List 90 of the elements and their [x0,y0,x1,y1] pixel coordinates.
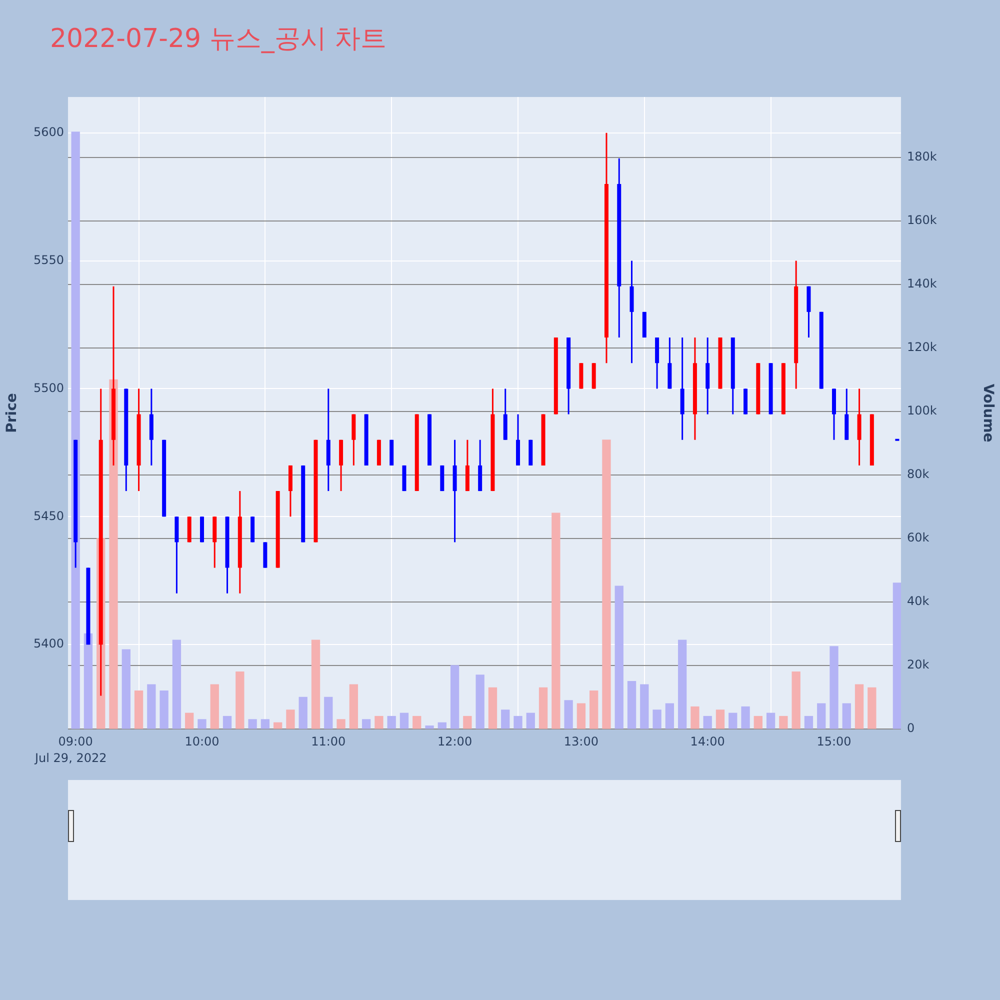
x-tick-label: 14:00 [690,734,725,748]
bar [590,690,598,729]
x-tick-label: 09:00 [58,734,93,748]
bar [754,716,762,729]
y2-tick-label: 60k [907,530,930,545]
y-tick-label: 5550 [33,252,64,267]
bar [185,712,194,729]
bar [552,512,560,729]
bar [741,706,750,729]
bar [792,672,800,729]
bar [349,684,358,729]
bar [716,710,725,729]
text: Jul 29, 2022 [34,751,107,766]
bar [766,712,776,729]
y2-tick-label: 180k [907,149,937,164]
bar [248,719,257,729]
bar [450,665,460,729]
bar [564,700,573,729]
bar [576,703,586,729]
bar [286,710,295,729]
bar [122,649,130,729]
bar [488,687,498,729]
x-tick-label: 15:00 [816,734,852,748]
bar [236,672,244,729]
bar [665,703,674,729]
bar [210,684,219,729]
bar [501,710,510,729]
bar [868,687,876,729]
bar [324,696,333,729]
bar [538,687,548,729]
y2-tick-label: 0 [907,721,915,736]
bar [602,440,611,729]
bar [514,716,522,729]
bar [463,716,472,729]
bar [336,719,346,729]
y2-tick-label: 160k [907,212,937,227]
bar [134,690,144,729]
chart-title: 2022-07-29 뉴스_공시 차트 [50,24,387,54]
bar [854,684,864,729]
bar [438,722,446,729]
y-tick-label: 5400 [33,636,64,651]
y2-tick-label: 120k [907,340,937,354]
bar [147,684,156,729]
bar [362,719,371,729]
y-tick-label: 5600 [33,124,64,139]
y2-tick-label: 80k [907,467,930,482]
bar [109,379,118,729]
bar [374,716,384,729]
bar [172,640,182,729]
bar [274,722,282,729]
bar [817,703,826,729]
bar [842,703,851,729]
bar [425,725,434,729]
bar [526,712,535,729]
bar [160,690,168,729]
bar [652,710,662,729]
bar [678,640,687,729]
bar [627,681,636,729]
y-axis-title: Price [4,393,20,433]
bar [703,716,712,729]
y2-tick-label: 140k [907,276,937,290]
bar [298,696,308,729]
bar [779,716,788,729]
bar [476,674,484,729]
y2-tick-label: 100k [907,404,937,418]
bar [84,633,93,729]
y-tick-label: 5450 [33,508,64,523]
bar [804,716,814,729]
bar [690,706,700,729]
bar [640,684,649,729]
x-tick-label: 11:00 [311,734,346,748]
y2-axis-title: Volume [980,384,996,442]
bar [198,719,206,729]
bar [892,582,901,729]
bar [614,586,624,729]
bar [830,646,838,729]
y-tick-label: 5500 [33,380,64,395]
y2-tick-label: 40k [907,594,930,608]
bar [400,712,409,729]
x-tick-label: 13:00 [564,734,598,748]
bar [71,132,80,729]
x-tick-label: 12:00 [438,734,472,748]
y2-tick-label: 20k [907,658,930,672]
x-tick-label: 10:00 [184,734,220,748]
bar [260,719,270,729]
bar [387,716,396,729]
bar [222,716,232,729]
bar [311,640,320,729]
bar [412,716,422,729]
bar [728,712,738,729]
